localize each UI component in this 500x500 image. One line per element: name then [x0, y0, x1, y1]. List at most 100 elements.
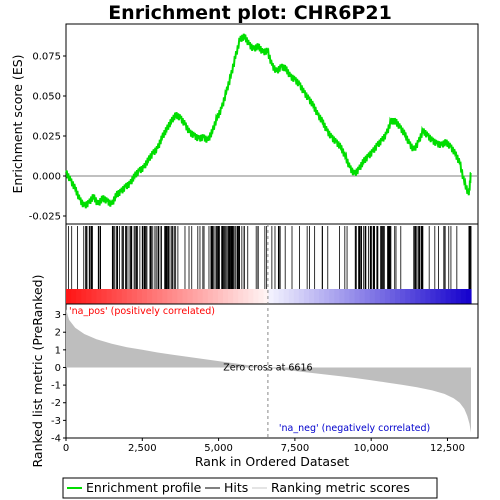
heat-segment [415, 289, 421, 304]
heat-segment [86, 289, 92, 304]
heat-segment [324, 289, 330, 304]
heat-segment [283, 289, 290, 304]
heat-segment [141, 289, 148, 304]
heat-segment [207, 289, 214, 304]
x-axis-ticks: 0 2,500 5,000 7,500 10,000 12,500 [63, 438, 465, 454]
heat-segment [243, 289, 249, 304]
zero-cross-label: Zero cross at 6616 [223, 362, 312, 373]
heat-segment [106, 289, 113, 304]
metric-tick-label: 3 [55, 310, 61, 321]
heat-segment [379, 289, 386, 304]
metric-tick-label: 0 [55, 363, 61, 374]
metric-tick-label: -2 [51, 398, 61, 409]
heat-segment [389, 289, 396, 304]
heat-segment [182, 289, 189, 304]
heat-segment [288, 289, 295, 304]
heat-segment [258, 289, 265, 304]
heat-segment [192, 289, 199, 304]
heat-segment [465, 289, 472, 304]
legend-enrichment-label: Enrichment profile [86, 480, 202, 495]
heat-segment [71, 289, 77, 304]
heat-segment [248, 289, 254, 304]
heat-segment [420, 289, 427, 304]
heat-segment [197, 289, 204, 304]
heat-segment [187, 289, 194, 304]
heat-segment [339, 289, 346, 304]
heat-segment [329, 289, 335, 304]
heat-segment [298, 289, 305, 304]
heat-segment [202, 289, 209, 304]
heat-segment [131, 289, 138, 304]
heat-segment [364, 289, 371, 304]
heat-segment [121, 289, 128, 304]
es-y-ticks: -0.025 0.000 0.025 0.050 0.075 [29, 52, 66, 223]
x-tick-label: 2,500 [128, 443, 157, 454]
heat-segment [222, 289, 229, 304]
heat-segment [308, 289, 315, 304]
heat-segment [445, 289, 452, 304]
heat-segment [273, 289, 280, 304]
metric-y-axis-title: Ranked list metric (PreRanked) [30, 275, 45, 468]
heat-segment [369, 289, 376, 304]
heat-segment [152, 289, 158, 304]
x-tick-label: 5,000 [204, 443, 233, 454]
heat-segment [238, 289, 244, 304]
heat-segment [395, 289, 401, 304]
heat-segment [278, 289, 285, 304]
heat-segment [167, 289, 173, 304]
rank-heat-bar [66, 289, 472, 304]
heat-segment [293, 289, 300, 304]
heat-segment [359, 289, 366, 304]
hit-markers [68, 226, 472, 289]
heat-segment [405, 289, 411, 304]
x-tick-label: 0 [63, 443, 69, 454]
chart-title: Enrichment plot: CHR6P21 [108, 2, 392, 24]
heat-segment [410, 289, 416, 304]
legend-metric-label: Ranking metric scores [271, 480, 410, 495]
heat-segment [101, 289, 108, 304]
heat-segment [177, 289, 184, 304]
heat-segment [91, 289, 97, 304]
heat-segment [435, 289, 442, 304]
heat-segment [460, 289, 467, 304]
metric-tick-label: -1 [51, 381, 61, 392]
heat-segment [172, 289, 178, 304]
heat-segment [374, 289, 381, 304]
ranking-metric-area [66, 309, 471, 433]
heat-segment [319, 289, 325, 304]
es-tick-label: 0.075 [32, 52, 61, 63]
legend-hits-label: Hits [224, 480, 248, 495]
legend-box [62, 477, 438, 499]
heat-segment [126, 289, 133, 304]
es-tick-label: 0.025 [32, 132, 61, 143]
heat-segment [455, 289, 462, 304]
heat-segment [162, 289, 168, 304]
heat-segment [157, 289, 163, 304]
heat-segment [253, 289, 259, 304]
heat-segment [303, 289, 310, 304]
heat-segment [344, 289, 351, 304]
heat-segment [384, 289, 391, 304]
heat-segment [440, 289, 447, 304]
es-y-axis-title: Enrichment score (ES) [10, 54, 25, 193]
heat-segment [450, 289, 457, 304]
heat-segment [136, 289, 143, 304]
x-tick-label: 12,500 [430, 443, 465, 454]
heat-segment [430, 289, 437, 304]
heat-segment [425, 289, 432, 304]
heat-segment [263, 289, 270, 304]
es-tick-label: -0.025 [29, 212, 61, 223]
heat-segment [111, 289, 118, 304]
es-tick-label: 0.000 [32, 172, 61, 183]
x-tick-label: 10,000 [354, 443, 389, 454]
x-tick-label: 7,500 [281, 443, 310, 454]
metric-tick-label: 1 [55, 345, 61, 356]
heat-segment [217, 289, 224, 304]
heat-segment [81, 289, 87, 304]
x-axis-title: Rank in Ordered Dataset [195, 454, 349, 469]
metric-tick-label: -3 [51, 416, 61, 427]
heat-segment [146, 289, 153, 304]
heat-segment [233, 289, 239, 304]
pos-correlated-label: 'na_pos' (positively correlated) [69, 306, 215, 317]
